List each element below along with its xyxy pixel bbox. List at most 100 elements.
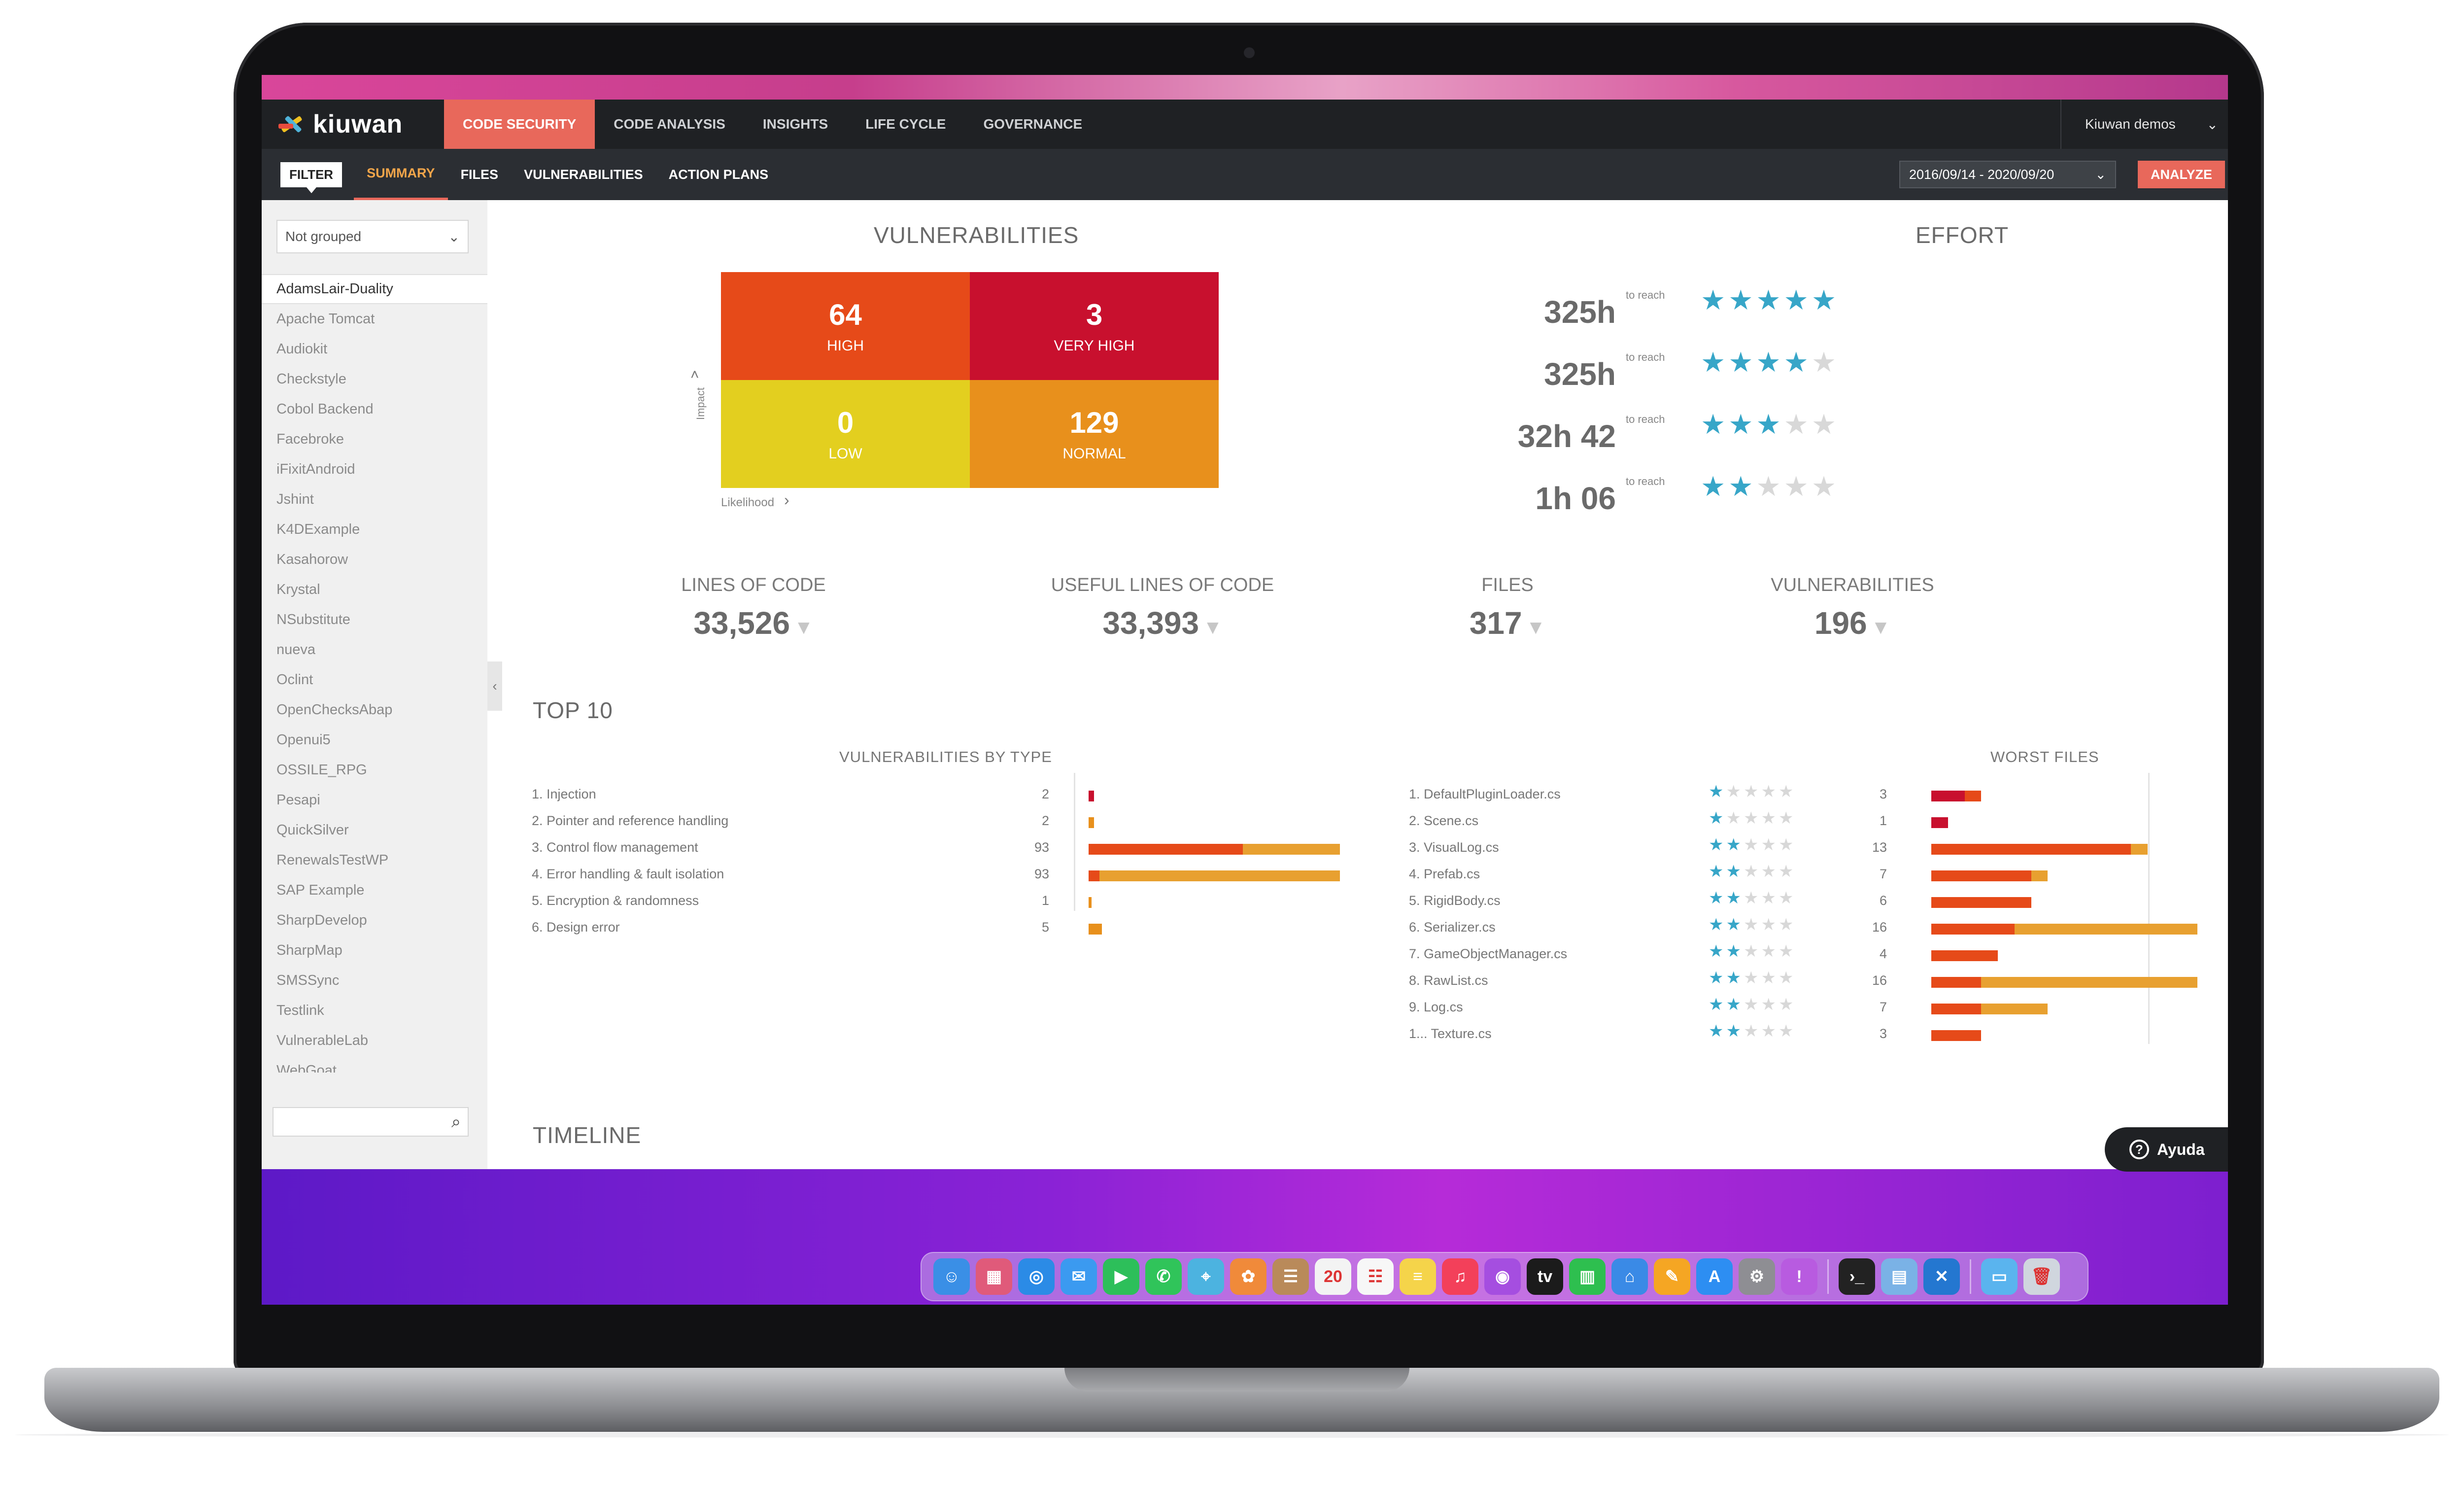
tab-code-security[interactable]: CODE SECURITY: [444, 100, 595, 149]
sidebar-item-project[interactable]: Cobol Backend: [276, 401, 374, 417]
reminders-icon[interactable]: ☷: [1357, 1258, 1394, 1295]
table-row[interactable]: 1... Texture.cs ★★★★★ 3: [1409, 1021, 2227, 1048]
table-row[interactable]: 1. DefaultPluginLoader.cs ★★★★★ 3: [1409, 782, 2227, 808]
table-row[interactable]: 6. Design error 5: [532, 915, 1369, 941]
analyze-button[interactable]: ANALYZE: [2137, 161, 2225, 188]
system-preferences-icon[interactable]: ⚙: [1739, 1258, 1775, 1295]
tab-files[interactable]: FILES: [460, 167, 499, 182]
sidebar-item-project[interactable]: iFixitAndroid: [276, 461, 355, 477]
sidebar-item-project[interactable]: Oclint: [276, 672, 313, 688]
trash-icon[interactable]: 🗑: [2023, 1258, 2060, 1295]
calendar-icon[interactable]: 20: [1315, 1258, 1351, 1295]
star-icon: ★: [1743, 942, 1761, 961]
very-high-cell[interactable]: 3 VERY HIGH: [970, 272, 1219, 380]
table-row[interactable]: 9. Log.cs ★★★★★ 7: [1409, 995, 2227, 1021]
user-menu[interactable]: Kiuwan demos ⌄: [2060, 100, 2228, 149]
facetime-icon[interactable]: ▶: [1103, 1258, 1139, 1295]
filter-button[interactable]: FILTER: [280, 162, 342, 193]
tab-life-cycle[interactable]: LIFE CYCLE: [865, 116, 946, 132]
star-icon: ★: [1761, 835, 1779, 854]
sidebar-item-project[interactable]: Kasahorow: [276, 552, 348, 567]
sidebar-item-project[interactable]: AdamsLair-Duality: [262, 274, 487, 304]
sidebar-item-project[interactable]: OpenChecksAbap: [276, 702, 393, 718]
table-row[interactable]: 6. Serializer.cs ★★★★★ 16: [1409, 915, 2227, 941]
table-row[interactable]: 7. GameObjectManager.cs ★★★★★ 4: [1409, 941, 2227, 968]
terminal-icon[interactable]: ›_: [1839, 1258, 1875, 1295]
table-row[interactable]: 5. Encryption & randomness 1: [532, 888, 1369, 915]
launchpad-icon[interactable]: ▦: [976, 1258, 1012, 1295]
project-search-input[interactable]: ⌕: [273, 1107, 469, 1137]
pages-icon[interactable]: ✎: [1654, 1258, 1690, 1295]
tab-action-plans[interactable]: ACTION PLANS: [668, 167, 769, 182]
table-row[interactable]: 4. Error handling & fault isolation 93: [532, 862, 1369, 888]
sidebar-item-project[interactable]: Openui5: [276, 732, 331, 748]
sidebar-item-project[interactable]: Pesapi: [276, 792, 320, 808]
sidebar-item-project[interactable]: Apache Tomcat: [276, 311, 375, 327]
sidebar-item-project[interactable]: Testlink: [276, 1003, 324, 1018]
table-row[interactable]: 1. Injection 2: [532, 782, 1369, 808]
caret-down-icon[interactable]: ▼: [794, 617, 814, 638]
table-row[interactable]: 3. VisualLog.cs ★★★★★ 13: [1409, 835, 2227, 862]
collapse-sidebar-handle[interactable]: ‹: [487, 661, 502, 711]
safari-icon[interactable]: ◎: [1018, 1258, 1055, 1295]
preview-icon[interactable]: ▤: [1881, 1258, 1917, 1295]
row-count: 1: [1041, 893, 1049, 908]
tab-code-analysis[interactable]: CODE ANALYSIS: [614, 116, 725, 132]
tv-icon[interactable]: tv: [1527, 1258, 1563, 1295]
high-cell[interactable]: 64 HIGH: [721, 272, 970, 380]
vscode-icon[interactable]: ✕: [1923, 1258, 1960, 1295]
numbers-icon[interactable]: ▥: [1569, 1258, 1606, 1295]
music-icon[interactable]: ♫: [1442, 1258, 1478, 1295]
sidebar-item-project[interactable]: OSSILE_RPG: [276, 762, 367, 778]
tab-summary[interactable]: SUMMARY: [354, 149, 448, 200]
row-count: 16: [1872, 973, 1887, 988]
keynote-icon[interactable]: ⌂: [1611, 1258, 1648, 1295]
help-button[interactable]: ? Ayuda: [2105, 1127, 2228, 1172]
finder-icon[interactable]: ☺: [933, 1258, 970, 1295]
row-count: 3: [1879, 1026, 1887, 1041]
sidebar-item-project[interactable]: SMSSync: [276, 972, 340, 988]
folder-icon[interactable]: ▭: [1981, 1258, 2018, 1295]
tab-governance[interactable]: GOVERNANCE: [983, 116, 1083, 132]
caret-down-icon[interactable]: ▼: [1526, 617, 1546, 638]
kiuwan-logo[interactable]: kiuwan: [262, 100, 444, 149]
table-row[interactable]: 2. Scene.cs ★★★★★ 1: [1409, 808, 2227, 835]
sidebar-item-project[interactable]: Checkstyle: [276, 371, 346, 387]
feedback-icon[interactable]: !: [1781, 1258, 1817, 1295]
date-range-select[interactable]: 2016/09/14 - 2020/09/20 ⌄: [1899, 161, 2116, 188]
sidebar-item-project[interactable]: Facebroke: [276, 431, 344, 447]
sidebar-item-project[interactable]: SAP Example: [276, 882, 365, 898]
sidebar-item-project[interactable]: SharpMap: [276, 942, 342, 958]
low-cell[interactable]: 0 LOW: [721, 380, 970, 488]
group-select[interactable]: Not grouped ⌄: [276, 220, 469, 253]
table-row[interactable]: 2. Pointer and reference handling 2: [532, 808, 1369, 835]
sidebar-item-project[interactable]: RenewalsTestWP: [276, 852, 389, 868]
tab-vulnerabilities[interactable]: VULNERABILITIES: [524, 167, 643, 182]
sidebar-item-project[interactable]: K4DExample: [276, 521, 360, 537]
notes-icon[interactable]: ≡: [1400, 1258, 1436, 1295]
table-row[interactable]: 5. RigidBody.cs ★★★★★ 6: [1409, 888, 2227, 915]
normal-cell[interactable]: 129 NORMAL: [970, 380, 1219, 488]
messages-icon[interactable]: ✆: [1145, 1258, 1182, 1295]
app-store-icon[interactable]: A: [1696, 1258, 1733, 1295]
sidebar-item-project[interactable]: VulnerableLab: [276, 1033, 368, 1048]
podcasts-icon[interactable]: ◉: [1484, 1258, 1521, 1295]
sidebar-item-project[interactable]: NSubstitute: [276, 612, 350, 627]
sidebar-item-project[interactable]: WebGoat: [276, 1063, 337, 1073]
maps-icon[interactable]: ⌖: [1188, 1258, 1224, 1295]
sidebar-item-project[interactable]: Krystal: [276, 582, 320, 597]
sidebar-item-project[interactable]: SharpDevelop: [276, 912, 367, 928]
contacts-icon[interactable]: ☰: [1272, 1258, 1309, 1295]
table-row[interactable]: 8. RawList.cs ★★★★★ 16: [1409, 968, 2227, 995]
sidebar-item-project[interactable]: nueva: [276, 642, 316, 658]
table-row[interactable]: 4. Prefab.cs ★★★★★ 7: [1409, 862, 2227, 888]
tab-insights[interactable]: INSIGHTS: [762, 116, 828, 132]
mail-icon[interactable]: ✉: [1061, 1258, 1097, 1295]
table-row[interactable]: 3. Control flow management 93: [532, 835, 1369, 862]
sidebar-item-project[interactable]: QuickSilver: [276, 822, 349, 838]
photos-icon[interactable]: ✿: [1230, 1258, 1266, 1295]
caret-down-icon[interactable]: ▼: [1203, 617, 1223, 638]
sidebar-item-project[interactable]: Jshint: [276, 491, 314, 507]
caret-down-icon[interactable]: ▼: [1871, 617, 1891, 638]
sidebar-item-project[interactable]: Audiokit: [276, 341, 328, 357]
